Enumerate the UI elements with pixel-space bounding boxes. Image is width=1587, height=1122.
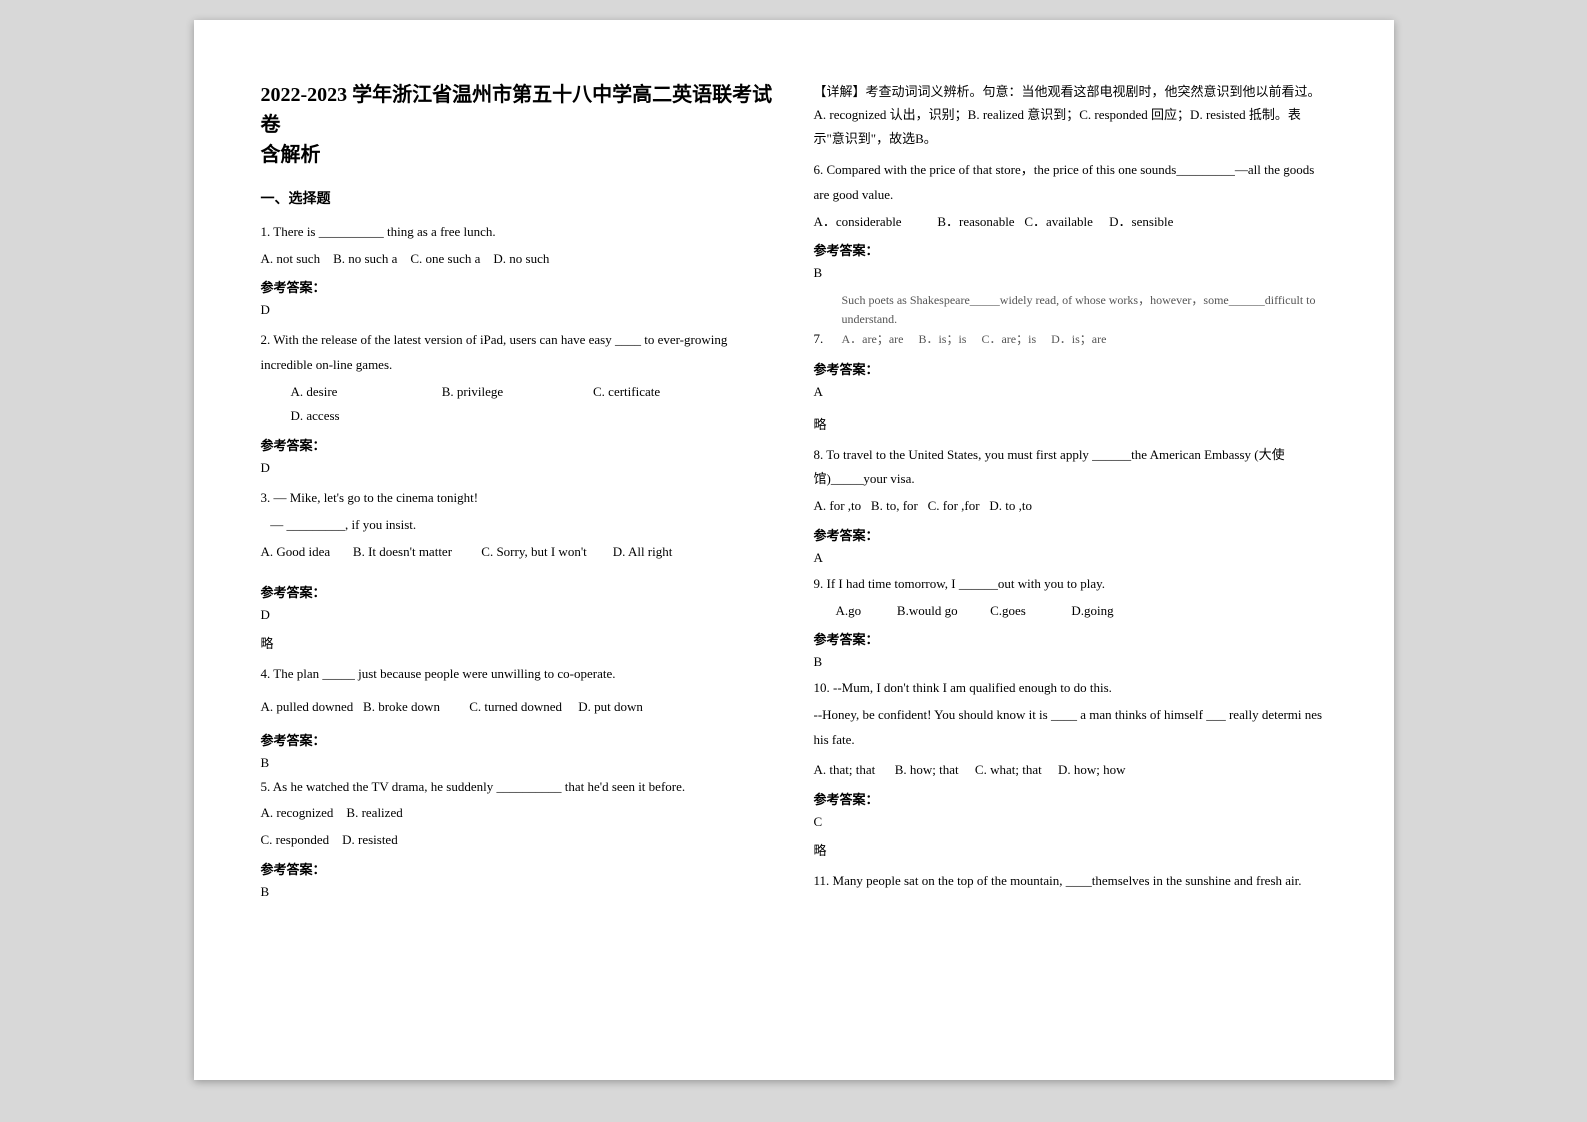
q11-text: 11. Many people sat on the top of the mo… [814,869,1327,894]
q4-answer: B [261,755,774,771]
q9-options: A.go B.would go C.goes D.going [814,599,1327,624]
q5-text: 5. As he watched the TV drama, he sudden… [261,775,774,800]
q10-line2: --Honey, be confident! You should know i… [814,703,1327,752]
exam-title: 2022-2023 学年浙江省温州市第五十八中学高二英语联考试卷 含解析 [261,80,774,170]
q10-answer: C [814,814,1327,830]
q5-options-2: C. responded D. resisted [261,828,774,853]
q2-answer: D [261,460,774,476]
q3-answer: D [261,607,774,623]
q9-answer: B [814,654,1327,670]
q1-text: 1. There is __________ thing as a free l… [261,220,774,245]
answer-label: 参考答案： [261,277,774,296]
q6-text: 6. Compared with the price of that store… [814,158,1327,207]
answer-label: 参考答案： [261,859,774,878]
question-4: 4. The plan _____ just because people we… [261,662,774,770]
answer-label: 参考答案： [261,582,774,601]
q4-options: A. pulled downed B. broke down C. turned… [261,695,774,720]
q7-embedded-line2: A．are；are B．is；is C．are；is D．is；are [832,330,1107,349]
q5-options-1: A. recognized B. realized [261,801,774,826]
q7-omit: 略 [814,414,1327,433]
q8-options: A. for ,to B. to, for C. for ,for D. to … [814,494,1327,519]
question-2: 2. With the release of the latest versio… [261,328,774,476]
document-page: 2022-2023 学年浙江省温州市第五十八中学高二英语联考试卷 含解析 一、选… [194,20,1394,1080]
question-11: 11. Many people sat on the top of the mo… [814,869,1327,894]
q3-line2: — _________, if you insist. [261,513,774,538]
question-10: 10. --Mum, I don't think I am qualified … [814,676,1327,859]
q5-explanation: 【详解】考查动词词义辨析。句意：当他观看这部电视剧时，他突然意识到他以前看过。A… [814,80,1327,150]
q10-options: A. that; that B. how; that C. what; that… [814,758,1327,783]
q2-opt-d: D. access [291,404,421,429]
q1-options: A. not such B. no such a C. one such a D… [261,247,774,272]
answer-label: 参考答案： [814,525,1327,544]
q7-embedded-line1: Such poets as Shakespeare_____widely rea… [814,291,1327,329]
left-column: 2022-2023 学年浙江省温州市第五十八中学高二英语联考试卷 含解析 一、选… [249,80,794,1040]
q3-options: A. Good idea B. It doesn't matter C. Sor… [261,540,774,565]
q3-omit: 略 [261,633,774,652]
answer-label: 参考答案： [261,435,774,454]
q2-opt-c: C. certificate [593,380,723,405]
q10-line1: 10. --Mum, I don't think I am qualified … [814,676,1327,701]
q1-answer: D [261,302,774,318]
question-3: 3. — Mike, let's go to the cinema tonigh… [261,486,774,652]
answer-label: 参考答案： [814,240,1327,259]
q5-answer: B [261,884,774,900]
section-heading: 一、选择题 [261,188,774,208]
q7-answer: A [814,384,1327,400]
q6-options: A．considerable B．reasonable C．available … [814,210,1327,235]
question-5: 5. As he watched the TV drama, he sudden… [261,775,774,900]
q10-omit: 略 [814,840,1327,859]
q2-opt-a: A. desire [291,380,421,405]
q8-answer: A [814,550,1327,566]
answer-label: 参考答案： [814,789,1327,808]
answer-label: 参考答案： [814,359,1327,378]
q4-text: 4. The plan _____ just because people we… [261,662,774,687]
question-9: 9. If I had time tomorrow, I ______out w… [814,572,1327,670]
question-8: 8. To travel to the United States, you m… [814,443,1327,566]
q8-text: 8. To travel to the United States, you m… [814,443,1327,492]
answer-label: 参考答案： [814,629,1327,648]
q2-text: 2. With the release of the latest versio… [261,328,774,377]
q3-line1: 3. — Mike, let's go to the cinema tonigh… [261,486,774,511]
right-column: 【详解】考查动词词义辨析。句意：当他观看这部电视剧时，他突然意识到他以前看过。A… [794,80,1339,1040]
question-1: 1. There is __________ thing as a free l… [261,220,774,318]
answer-label: 参考答案： [261,730,774,749]
q9-text: 9. If I had time tomorrow, I ______out w… [814,572,1327,597]
question-7: Such poets as Shakespeare_____widely rea… [814,291,1327,433]
q2-options: A. desire B. privilege C. certificate D.… [261,380,774,429]
question-6: 6. Compared with the price of that store… [814,158,1327,281]
q7-number: 7. [814,331,832,347]
q2-opt-b: B. privilege [442,380,572,405]
q6-answer: B [814,265,1327,281]
